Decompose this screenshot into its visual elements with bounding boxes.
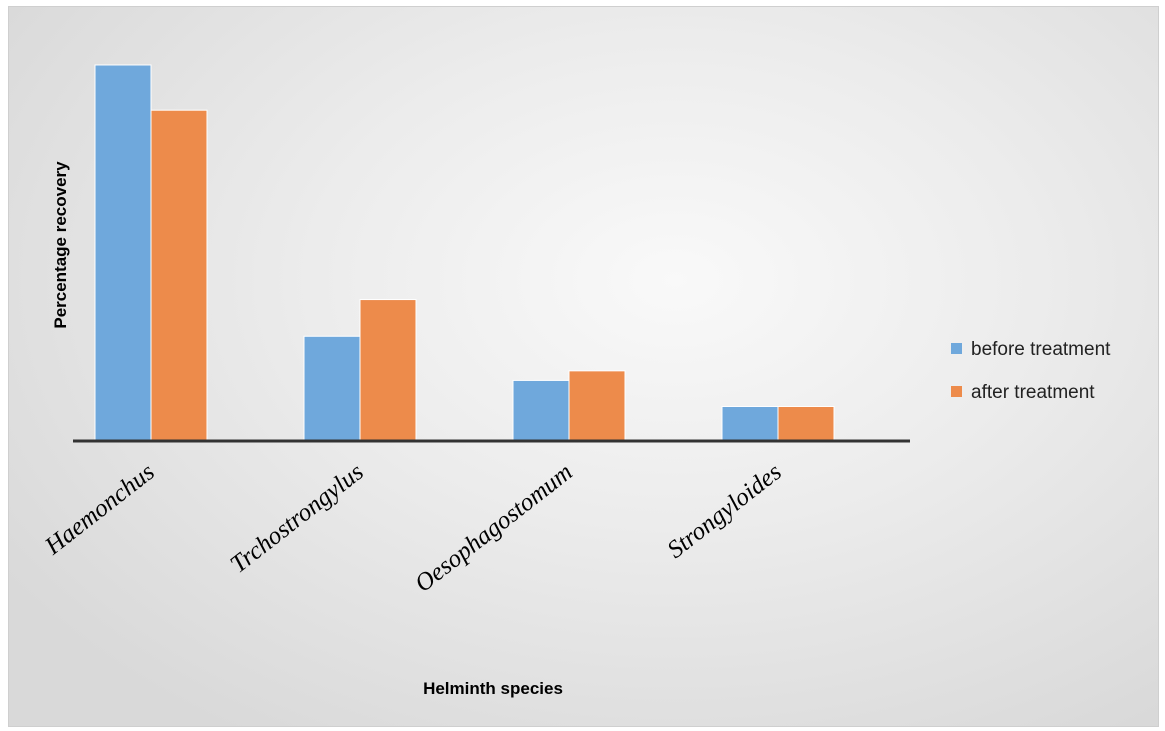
legend-label-before-treatment: before treatment xyxy=(971,339,1111,360)
category-label-oesophagostomum: Oesophagostomum xyxy=(410,458,578,597)
category-label-haemonchus: Haemonchus xyxy=(39,458,159,560)
bar-after-treatment-strongyloides xyxy=(777,405,835,441)
bar-after-treatment-trchostrongylus xyxy=(359,299,417,441)
bar-before-treatment-trchostrongylus xyxy=(303,335,361,441)
y-axis-label: Percentage recovery xyxy=(51,161,70,329)
bar-after-treatment-oesophagostomum xyxy=(568,370,626,441)
bar-before-treatment-haemonchus xyxy=(94,64,152,441)
bar-chart: Haemonchus Trchostrongylus Oesophagostomum… xyxy=(39,64,1111,698)
chart-area: Haemonchus Trchostrongylus Oesophagostomum… xyxy=(8,6,1159,727)
bars-layer xyxy=(94,64,835,441)
category-label-strongyloides: Strongyloides xyxy=(662,458,786,563)
category-labels: Haemonchus Trchostrongylus Oesophagostomum… xyxy=(39,458,786,597)
legend-label-after-treatment: after treatment xyxy=(971,382,1095,403)
legend-swatch-after-treatment xyxy=(951,386,962,397)
bar-after-treatment-haemonchus xyxy=(150,109,208,441)
bar-before-treatment-strongyloides xyxy=(721,405,779,441)
category-label-trchostrongylus: Trchostrongylus xyxy=(225,458,368,578)
legend-swatch-before-treatment xyxy=(951,343,962,354)
x-axis-label: Helminth species xyxy=(423,679,563,698)
bar-before-treatment-oesophagostomum xyxy=(512,379,570,441)
legend: before treatment after treatment xyxy=(951,339,1111,403)
